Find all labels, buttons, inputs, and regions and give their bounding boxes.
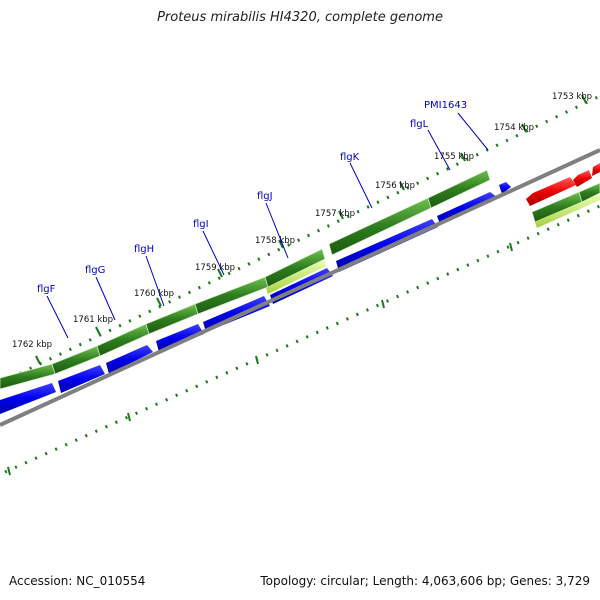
kbp-label: 1761 kbp — [73, 315, 113, 325]
leader-line — [95, 276, 116, 321]
gene-feature[interactable] — [264, 248, 326, 288]
genome-backbone — [0, 148, 600, 427]
leader-line — [427, 129, 451, 171]
cds-arrow[interactable] — [106, 345, 153, 374]
kbp-label: 1753 kbp — [552, 92, 592, 102]
major-tick — [521, 123, 527, 133]
kbp-label: 1760 kbp — [134, 289, 174, 299]
inner-tick — [7, 466, 11, 476]
major-tick — [460, 152, 466, 162]
highlight-feature[interactable] — [266, 260, 326, 294]
kbp-label: 1758 kbp — [255, 236, 295, 246]
inner-tick — [127, 412, 131, 422]
gene-label-flgl[interactable]: flgL — [410, 119, 429, 130]
gene-label-flgg[interactable]: flgG — [85, 265, 105, 276]
major-tick — [35, 355, 41, 365]
leader-line — [457, 112, 489, 151]
highlight-track — [266, 194, 600, 294]
leader-line — [145, 255, 165, 307]
cds-arrow-red[interactable] — [573, 170, 592, 187]
inner-scale — [4, 204, 600, 476]
kbp-label: 1759 kbp — [195, 263, 235, 273]
cds-arrow[interactable] — [156, 324, 204, 352]
cds-track-red — [526, 163, 600, 206]
major-tick — [95, 326, 101, 336]
gene-leaders — [46, 112, 489, 339]
highlight-feature[interactable] — [535, 194, 600, 228]
major-tick — [156, 297, 162, 307]
outer-scale-dots — [0, 94, 600, 385]
outer-scale — [0, 94, 600, 385]
gene-label-flgf[interactable]: flgF — [37, 284, 56, 295]
gene-label-flgi[interactable]: flgI — [193, 219, 209, 230]
gene-feature[interactable] — [427, 169, 491, 209]
genome-summary-text: Topology: circular; Length: 4,063,606 bp… — [260, 574, 590, 588]
kbp-labels: 1753 kbp 1754 kbp 1755 kbp 1756 kbp 1757… — [12, 92, 592, 350]
kbp-label: 1755 kbp — [434, 152, 474, 162]
major-tick — [217, 268, 223, 278]
gene-feature[interactable] — [578, 182, 600, 203]
cds-arrow[interactable] — [499, 182, 511, 194]
cds-arrow-red[interactable] — [592, 163, 600, 176]
gene-track-green — [0, 169, 600, 390]
kbp-label: 1757 kbp — [315, 209, 355, 219]
kbp-label: 1762 kbp — [12, 340, 52, 350]
major-tick — [278, 239, 284, 249]
inner-tick — [255, 355, 259, 365]
leader-line — [46, 295, 69, 339]
cds-track-blue — [0, 182, 511, 414]
gene-label-flgh[interactable]: flgH — [134, 244, 154, 255]
map-title: Proteus mirabilis HI4320, complete genom… — [157, 10, 443, 25]
gene-labels: PMI1643 flgL flgK flgJ flgI flgH flgG fl… — [37, 100, 467, 295]
leader-line — [265, 202, 289, 259]
gene-label-flgj[interactable]: flgJ — [257, 191, 273, 202]
major-tick — [338, 210, 344, 220]
leader-line — [349, 162, 373, 209]
cds-arrow[interactable] — [58, 365, 105, 393]
kbp-label: 1756 kbp — [375, 181, 415, 191]
gene-label-flgk[interactable]: flgK — [340, 152, 360, 163]
major-tick — [581, 94, 587, 104]
accession-text: Accession: NC_010554 — [9, 574, 146, 588]
gene-label-pmi1643[interactable]: PMI1643 — [424, 100, 467, 111]
kbp-label: 1754 kbp — [494, 123, 534, 133]
inner-tick — [509, 242, 513, 252]
major-tick — [399, 181, 405, 191]
inner-tick — [381, 299, 385, 309]
leader-line — [202, 230, 225, 276]
cds-arrow[interactable] — [0, 383, 56, 414]
cds-arrow-red[interactable] — [526, 177, 576, 206]
